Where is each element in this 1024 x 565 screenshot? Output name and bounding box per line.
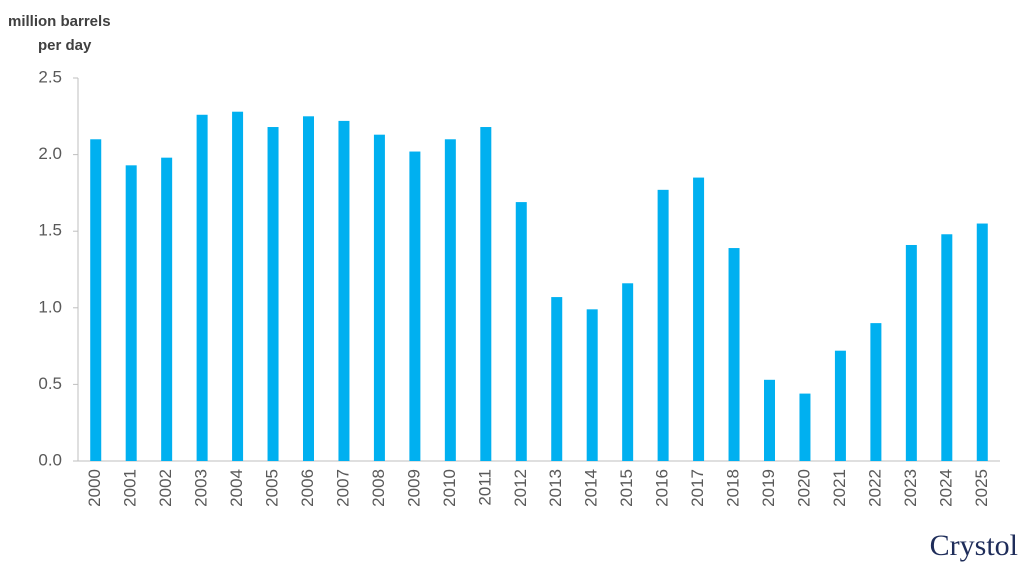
- x-tick-label: 2002: [156, 469, 175, 507]
- x-tick-label: 2009: [404, 469, 423, 507]
- x-tick-label: 2003: [192, 469, 211, 507]
- bar: [444, 139, 456, 461]
- x-tick-label: 2007: [333, 469, 352, 507]
- y-axis-label: per day: [38, 37, 92, 54]
- x-tick-label: 2016: [653, 469, 672, 507]
- bar: [941, 234, 953, 461]
- x-tick-label: 2005: [263, 469, 282, 507]
- x-tick-label: 2025: [972, 469, 991, 507]
- bar: [976, 223, 988, 461]
- x-tick-label: 2022: [865, 469, 884, 507]
- x-tick-label: 2015: [617, 469, 636, 507]
- bar: [480, 127, 492, 462]
- bar: [161, 157, 173, 461]
- bar: [693, 177, 705, 461]
- bar: [551, 297, 563, 461]
- bar: [90, 139, 102, 461]
- bar: [657, 189, 669, 461]
- bar: [728, 248, 740, 461]
- x-tick-label: 2012: [511, 469, 530, 507]
- x-tick-label: 2021: [830, 469, 849, 507]
- y-tick-label: 1.0: [38, 297, 62, 316]
- bar: [764, 379, 775, 461]
- bar: [870, 323, 882, 461]
- logo: Crystol: [930, 529, 1018, 562]
- bar: [125, 165, 137, 461]
- x-tick-label: 2010: [440, 469, 459, 507]
- y-tick-label: 0.0: [38, 450, 62, 469]
- bar: [409, 151, 421, 461]
- x-tick-label: 2004: [227, 469, 246, 507]
- y-tick-label: 2.5: [38, 67, 62, 86]
- bar: [267, 127, 279, 462]
- y-axis-label: million barrels: [8, 13, 111, 30]
- bar: [622, 283, 634, 461]
- y-tick-label: 1.5: [38, 221, 62, 240]
- bar: [373, 134, 385, 461]
- x-tick-label: 2014: [582, 469, 601, 507]
- x-tick-label: 2000: [85, 469, 104, 507]
- y-tick-label: 2.0: [38, 144, 62, 163]
- x-tick-label: 2006: [298, 469, 317, 507]
- bar: [232, 111, 244, 461]
- x-tick-label: 2017: [688, 469, 707, 507]
- bar: [303, 116, 314, 462]
- x-tick-label: 2018: [724, 469, 743, 507]
- bar: [905, 244, 917, 461]
- x-tick-label: 2024: [936, 469, 955, 507]
- bar: [586, 309, 598, 461]
- x-tick-label: 2008: [369, 469, 388, 507]
- x-tick-label: 2023: [901, 469, 920, 507]
- bar: [834, 350, 846, 461]
- bar: [196, 114, 208, 461]
- bar: [515, 202, 527, 462]
- x-tick-label: 2011: [475, 469, 494, 506]
- x-tick-label: 2019: [759, 469, 778, 507]
- x-tick-label: 2001: [121, 469, 140, 507]
- y-tick-label: 0.5: [38, 374, 62, 393]
- x-tick-label: 2020: [794, 469, 813, 507]
- bar: [338, 120, 350, 461]
- x-tick-label: 2013: [546, 469, 565, 507]
- bar: [799, 393, 811, 461]
